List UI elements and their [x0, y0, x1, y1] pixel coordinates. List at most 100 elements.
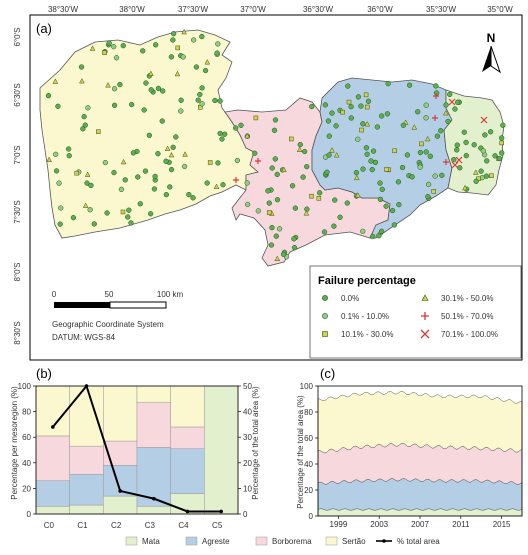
- station-cross-icon: [448, 98, 456, 106]
- lat-tick: 6°0'S: [13, 28, 22, 47]
- category-label: C1: [77, 521, 88, 530]
- panel-b-label: (b): [36, 366, 52, 381]
- station-circle-icon: [146, 132, 152, 139]
- station-circle-icon: [332, 197, 338, 203]
- station-circle-icon: [309, 103, 315, 110]
- category-label: C4: [178, 521, 189, 530]
- station-circle-icon: [130, 150, 137, 156]
- station-circle-icon: [122, 177, 128, 183]
- north-arrow-right-icon: [490, 45, 501, 74]
- station-circle-icon: [377, 196, 384, 203]
- station-square-icon: [207, 160, 213, 165]
- total-area-point: [118, 489, 122, 493]
- legend-marker-triangle-icon: [421, 294, 429, 301]
- station-circle-icon: [363, 145, 370, 151]
- station-circle-icon: [272, 117, 279, 123]
- station-circle-icon: [193, 64, 200, 70]
- station-circle-icon: [168, 166, 175, 173]
- station-square-icon: [392, 148, 397, 154]
- station-square-icon: [102, 50, 107, 56]
- station-circle-icon: [252, 150, 258, 156]
- y-tick-label: 60: [304, 434, 313, 443]
- station-circle-icon: [181, 163, 188, 170]
- station-circle-icon: [214, 50, 220, 56]
- station-circle-icon: [326, 133, 332, 139]
- left-tick-label: 60: [22, 433, 31, 442]
- station-circle-icon: [300, 174, 306, 180]
- station-circle-icon: [389, 207, 396, 214]
- station-circle-icon: [84, 180, 90, 186]
- station-circle-icon: [173, 134, 179, 140]
- station-circle-icon: [324, 169, 330, 175]
- area-series: [317, 390, 523, 454]
- bar-segment: [136, 385, 171, 403]
- legend-label: Sertão: [342, 537, 366, 546]
- station-markers: [45, 28, 506, 262]
- scale-mid: 50: [105, 290, 114, 299]
- station-circle-icon: [368, 158, 374, 164]
- lon-tick: 38°0'W: [119, 5, 145, 14]
- category-label: C5: [212, 521, 223, 530]
- scale-white: [109, 301, 167, 309]
- station-circle-icon: [379, 186, 385, 193]
- station-triangle-icon: [204, 59, 211, 65]
- station-circle-icon: [141, 107, 147, 113]
- station-circle-icon: [88, 182, 94, 189]
- station-circle-icon: [104, 210, 110, 216]
- station-circle-icon: [423, 149, 429, 155]
- lat-tick: 8°0'S: [13, 263, 22, 282]
- station-square-icon: [499, 140, 505, 146]
- station-circle-icon: [268, 242, 275, 248]
- station-circle-icon: [244, 180, 250, 186]
- lon-tick: 37°0'W: [240, 5, 266, 14]
- station-circle-icon: [178, 108, 184, 114]
- category-label: C2: [111, 521, 122, 530]
- left-tick-label: 100: [18, 382, 32, 391]
- station-square-icon: [431, 189, 436, 194]
- station-circle-icon: [202, 67, 209, 74]
- station-circle-icon: [480, 148, 486, 154]
- station-triangle-icon: [182, 151, 188, 157]
- total-area-point: [51, 425, 55, 429]
- station-circle-icon: [274, 197, 281, 203]
- station-circle-icon: [178, 97, 184, 103]
- station-circle-icon: [321, 229, 328, 235]
- lat-tick: 7°0'S: [13, 146, 22, 165]
- station-circle-icon: [492, 153, 498, 159]
- station-circle-icon: [326, 152, 332, 158]
- right-tick-label: 0: [243, 510, 248, 519]
- station-circle-icon: [220, 182, 226, 188]
- total-area-point: [219, 509, 223, 514]
- station-circle-icon: [471, 142, 477, 148]
- station-circle-icon: [238, 122, 244, 128]
- station-circle-icon: [345, 83, 351, 89]
- station-circle-icon: [452, 106, 458, 112]
- station-circle-icon: [376, 233, 382, 239]
- right-tick-label: 10: [243, 484, 252, 493]
- legend-swatch-sertao: [325, 536, 338, 546]
- station-circle-icon: [304, 164, 310, 170]
- station-circle-icon: [70, 214, 77, 221]
- station-circle-icon: [135, 174, 141, 180]
- station-square-icon: [253, 115, 259, 121]
- bar-segment: [35, 435, 70, 481]
- legend-title: Failure percentage: [318, 275, 416, 287]
- y-tick-label: 20: [304, 486, 313, 495]
- station-circle-icon: [447, 91, 453, 98]
- station-triangle-icon: [473, 169, 479, 175]
- station-circle-icon: [244, 201, 251, 208]
- station-circle-icon: [400, 122, 407, 128]
- station-square-icon: [340, 109, 345, 115]
- station-square-icon: [96, 129, 101, 134]
- station-circle-icon: [118, 186, 125, 193]
- station-circle-icon: [147, 211, 154, 217]
- station-triangle-icon: [89, 45, 96, 51]
- station-circle-icon: [215, 160, 221, 166]
- station-circle-icon: [120, 43, 126, 49]
- station-circle-icon: [217, 130, 223, 137]
- panel-b-ylabel-right: Percentage of the total area (%): [251, 386, 260, 500]
- station-circle-icon: [199, 85, 205, 91]
- station-circle-icon: [383, 203, 389, 209]
- station-circle-icon: [473, 178, 479, 184]
- station-circle-icon: [170, 37, 176, 43]
